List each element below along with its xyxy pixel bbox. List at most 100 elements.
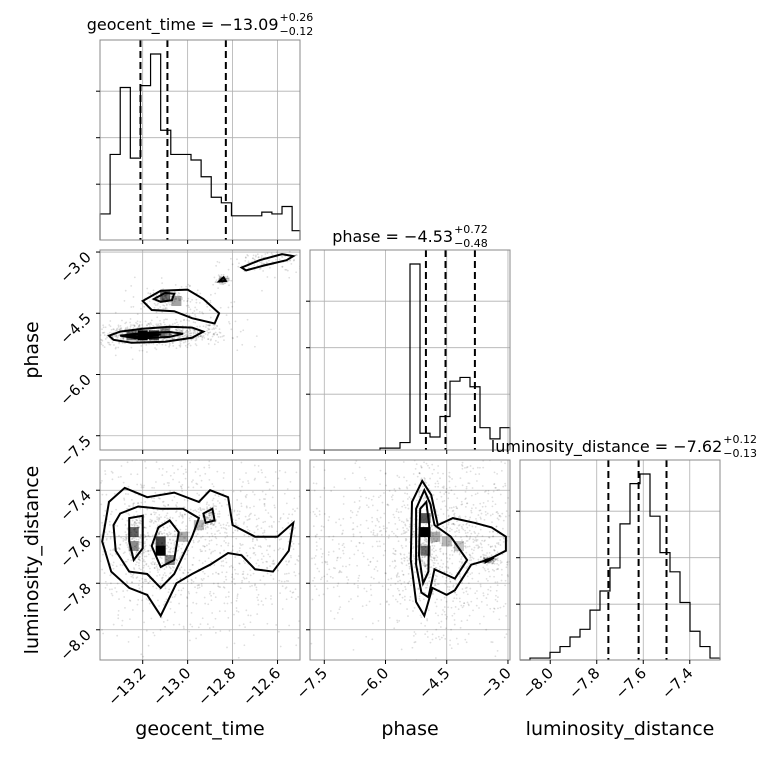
sample-point (484, 539, 486, 542)
sample-point (230, 576, 233, 579)
sample-point (207, 327, 210, 330)
sample-point (202, 312, 204, 315)
sample-point (318, 537, 321, 540)
sample-point (187, 330, 190, 333)
y-tick-label-luminosity-distance: −8.0 (56, 626, 94, 664)
sample-point (214, 494, 217, 497)
sample-point (219, 630, 222, 632)
sample-point (143, 578, 146, 581)
sample-point (245, 493, 248, 496)
sample-point (445, 552, 448, 555)
sample-point (459, 477, 462, 480)
sample-point (147, 582, 150, 584)
sample-point (148, 602, 151, 605)
sample-point (186, 331, 189, 334)
sample-point (461, 503, 464, 506)
sample-point (358, 507, 361, 510)
sample-point (282, 513, 285, 515)
sample-point (199, 335, 202, 338)
sample-point (199, 548, 202, 551)
sample-point (352, 522, 355, 524)
sample-point (182, 335, 184, 338)
sample-point (131, 519, 134, 522)
sample-point (144, 550, 147, 553)
sample-point (114, 354, 117, 357)
sample-point (444, 491, 447, 494)
sample-point (467, 604, 470, 607)
sample-point (254, 255, 257, 258)
sample-point (90, 519, 92, 521)
sample-point (270, 524, 273, 527)
sample-point (356, 595, 359, 598)
sample-point (474, 536, 477, 539)
sample-point (134, 520, 136, 523)
sample-point (158, 574, 161, 576)
sample-point (139, 541, 142, 544)
sample-point (447, 543, 450, 546)
sample-point (370, 594, 373, 597)
sample-point (477, 532, 480, 535)
sample-point (246, 554, 249, 557)
sample-point (271, 496, 274, 499)
sample-point (255, 589, 258, 591)
sample-point (257, 256, 260, 259)
sample-point (429, 555, 432, 558)
sample-point (423, 561, 426, 564)
sample-point (506, 561, 508, 564)
sample-point (134, 545, 136, 548)
sample-point (138, 324, 141, 326)
sample-point (93, 515, 95, 517)
sample-point (371, 545, 374, 548)
sample-point (90, 339, 92, 341)
sample-point (452, 584, 455, 587)
sample-point (192, 564, 194, 566)
sample-point (371, 638, 374, 641)
sample-point (149, 567, 151, 570)
sample-point (94, 325, 96, 327)
sample-point (332, 586, 335, 589)
sample-point (190, 582, 193, 585)
sample-point (427, 456, 429, 458)
sample-point (424, 565, 427, 568)
sample-point (141, 577, 144, 580)
sample-point (209, 511, 212, 514)
sample-point (436, 540, 438, 543)
sample-point (266, 252, 269, 255)
sample-point (175, 318, 177, 321)
sample-point (312, 525, 315, 528)
sample-point (483, 540, 486, 543)
sample-point (472, 541, 475, 543)
sample-point (496, 581, 499, 584)
sample-point (156, 575, 158, 577)
sample-point (87, 331, 89, 333)
sample-point (175, 298, 178, 300)
sample-point (125, 538, 128, 540)
sample-point (264, 520, 266, 523)
sample-point (417, 568, 420, 571)
sample-point (137, 636, 140, 638)
sample-point (162, 574, 165, 576)
sample-point (487, 561, 490, 564)
sample-point (181, 516, 184, 519)
sample-point (272, 578, 275, 580)
sample-point (447, 566, 449, 569)
sample-point (138, 517, 141, 520)
sample-point (177, 589, 180, 592)
sample-point (277, 477, 280, 480)
sample-point (460, 500, 463, 503)
sample-point (381, 585, 384, 588)
sample-point (228, 277, 230, 280)
sample-point (179, 320, 182, 323)
sample-point (276, 251, 278, 254)
sample-point (13, 626, 15, 628)
sample-point (348, 563, 351, 566)
sample-point (440, 495, 443, 498)
sample-point (271, 603, 273, 606)
sample-point (491, 562, 494, 565)
sample-point (104, 338, 107, 340)
sample-point (378, 540, 381, 543)
sample-point (313, 576, 316, 579)
sample-point (165, 328, 168, 331)
sample-point (196, 483, 199, 486)
sample-point (424, 592, 426, 594)
